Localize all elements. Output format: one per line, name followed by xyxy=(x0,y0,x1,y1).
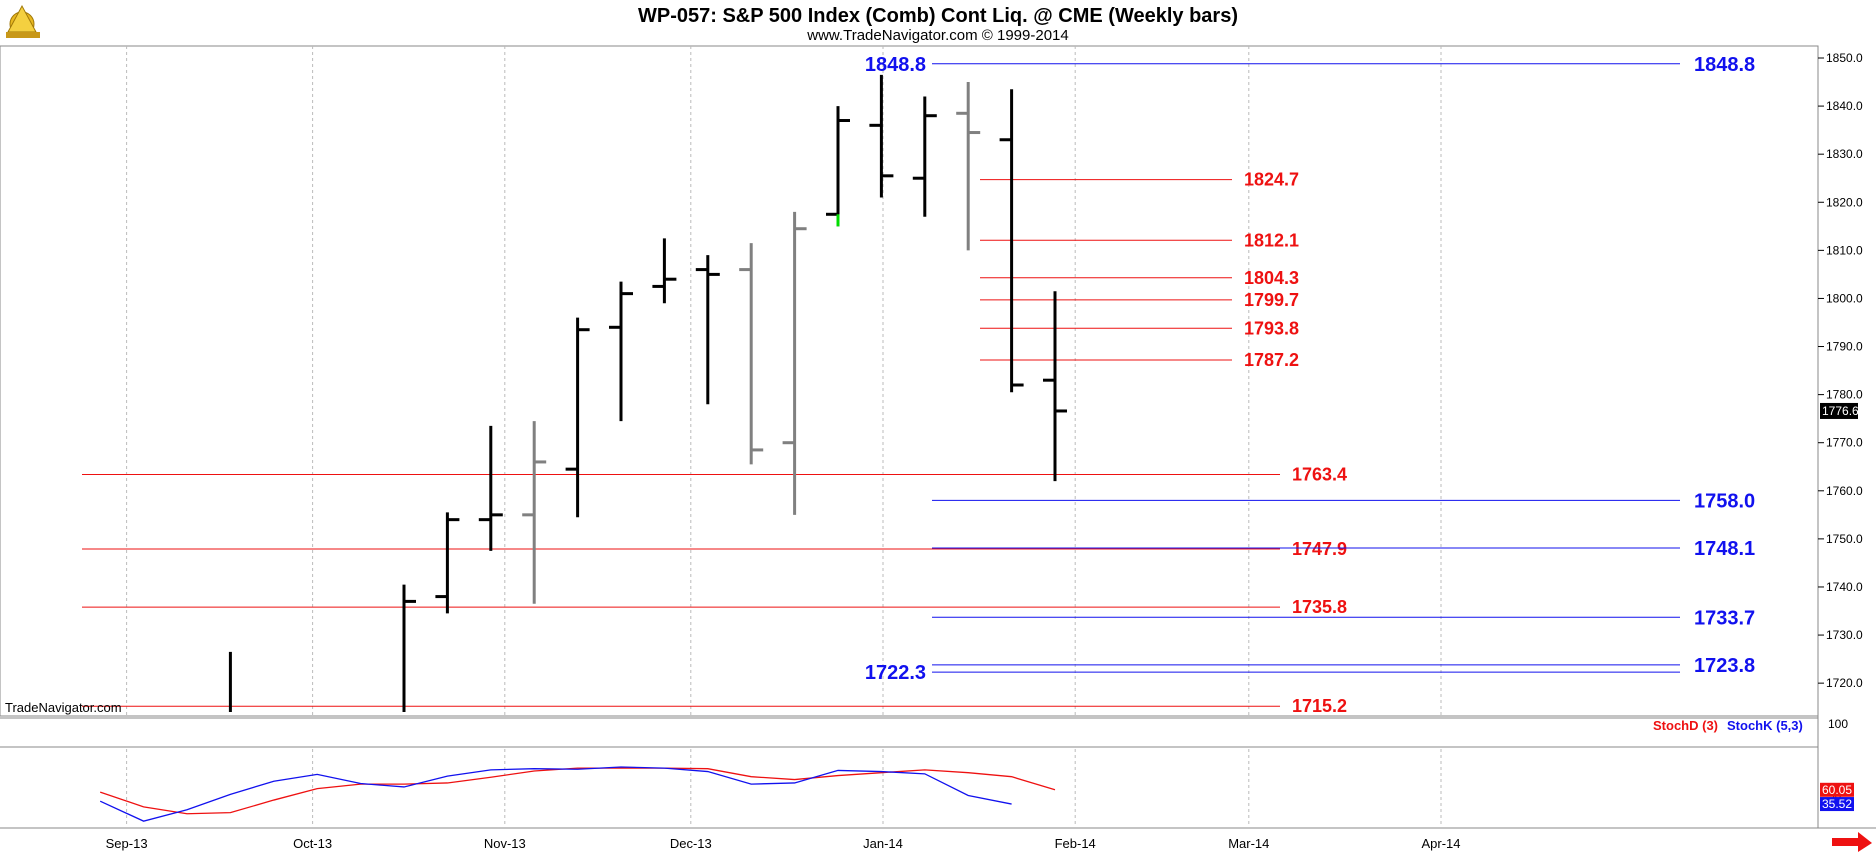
ohlc-bar xyxy=(695,255,720,405)
blue-level-label: 1848.8 xyxy=(1694,54,1755,76)
ohlc-bar xyxy=(609,281,633,422)
last-price-label: 1776.6 xyxy=(1822,404,1859,418)
x-tick-label: Oct-13 xyxy=(293,836,332,851)
ohlc-bar xyxy=(565,317,590,518)
page-subtitle: www.TradeNavigator.com © 1999-2014 xyxy=(806,27,1068,44)
ohlc-bar xyxy=(402,584,416,712)
red-level-label: 1787.2 xyxy=(1244,350,1299,370)
blue-level-label: 1733.7 xyxy=(1694,607,1755,629)
red-level-label: 1735.8 xyxy=(1292,597,1347,617)
y-tick-label: 1850.0 xyxy=(1826,51,1863,65)
blue-level-left-label: 1722.3 xyxy=(865,662,926,684)
y-tick-label: 1840.0 xyxy=(1826,99,1863,113)
red-level-label: 1804.3 xyxy=(1244,268,1299,288)
red-level-label: 1715.2 xyxy=(1292,696,1347,716)
legend-stochk: StochK (5,3) xyxy=(1727,718,1803,733)
x-tick-label: Jan-14 xyxy=(863,836,903,851)
ohlc-bar xyxy=(739,243,764,465)
y-tick-label: 1780.0 xyxy=(1826,388,1863,402)
x-tick-label: Feb-14 xyxy=(1055,836,1096,851)
plot-frame xyxy=(0,45,1819,717)
ohlc-bar xyxy=(1043,291,1067,482)
ohlc-bar xyxy=(782,211,807,515)
y-tick-label: 1810.0 xyxy=(1826,243,1863,257)
ohlc-bar xyxy=(435,512,460,614)
header-bar xyxy=(0,0,1876,44)
y-tick-label: 1820.0 xyxy=(1826,195,1863,209)
x-tick-label: Dec-13 xyxy=(670,836,712,851)
red-level-label: 1763.4 xyxy=(1292,464,1347,484)
grid-layer xyxy=(126,46,1442,826)
red-level-label: 1812.1 xyxy=(1244,230,1299,250)
x-tick-label: Nov-13 xyxy=(484,836,526,851)
x-tick-label: Sep-13 xyxy=(106,836,148,851)
y-tick-label: 1790.0 xyxy=(1826,340,1863,354)
y-tick-label: 1750.0 xyxy=(1826,532,1863,546)
trade-navigator-logo-icon xyxy=(6,4,40,38)
red-arrow-right-icon[interactable] xyxy=(1832,832,1872,852)
y-tick-label: 1730.0 xyxy=(1826,628,1863,642)
watermark-text: TradeNavigator.com xyxy=(5,700,122,715)
red-level-label: 1747.9 xyxy=(1292,539,1347,559)
blue-level-left-label: 1848.8 xyxy=(865,54,926,76)
y-tick-label: 1740.0 xyxy=(1826,580,1863,594)
stoch-value-label: 60.05 xyxy=(1822,783,1852,797)
ohlc-bar xyxy=(522,421,547,604)
stoch-y-tick-label: 100 xyxy=(1828,717,1848,731)
legend-stochd: StochD (3) xyxy=(1653,718,1718,733)
stochk-line xyxy=(99,766,1012,822)
red-level-label: 1824.7 xyxy=(1244,170,1299,190)
y-tick-label: 1800.0 xyxy=(1826,291,1863,305)
ohlc-bar xyxy=(478,425,503,551)
bars-layer xyxy=(228,74,1067,712)
ohlc-bar xyxy=(826,106,850,227)
blue-level-label: 1758.0 xyxy=(1694,490,1755,512)
stoch-value-badge xyxy=(1820,797,1854,812)
y-tick-label: 1760.0 xyxy=(1826,484,1863,498)
y-tick-label: 1770.0 xyxy=(1826,436,1863,450)
ohlc-bar xyxy=(652,238,677,304)
y-tick-label: 1720.0 xyxy=(1826,676,1863,690)
red-level-label: 1799.7 xyxy=(1244,290,1299,310)
x-tick-label: Mar-14 xyxy=(1228,836,1269,851)
ohlc-bar xyxy=(999,89,1024,393)
ohlc-bar xyxy=(912,96,937,217)
ohlc-bar xyxy=(956,82,981,251)
page-title: WP-057: S&P 500 Index (Comb) Cont Liq. @… xyxy=(638,5,1238,27)
last-price-badge xyxy=(1820,402,1858,419)
ohlc-bar xyxy=(869,74,894,198)
blue-level-label: 1748.1 xyxy=(1694,538,1755,560)
blue-level-label: 1723.8 xyxy=(1694,655,1755,677)
x-tick-label: Apr-14 xyxy=(1421,836,1460,851)
y-tick-label: 1830.0 xyxy=(1826,147,1863,161)
x-axis: Sep-13 Oct-13 Nov-13 Dec-13 Jan-14 Feb-14 Mar-… xyxy=(106,836,1461,851)
stoch-value-label: 35.52 xyxy=(1822,797,1852,811)
red-level-label: 1793.8 xyxy=(1244,318,1299,338)
y-axis: 1850.0 1840.0 1830.0 1820.0 1810.0 1800.0 1790… xyxy=(1817,46,1863,828)
stoch-value-badge xyxy=(1820,782,1854,797)
